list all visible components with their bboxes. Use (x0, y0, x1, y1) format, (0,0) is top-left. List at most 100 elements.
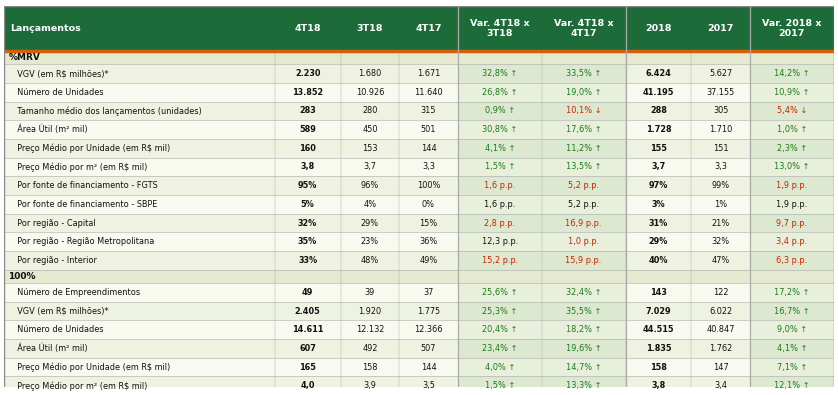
Text: Var. 2018 x
2017: Var. 2018 x 2017 (762, 19, 821, 38)
Bar (541, 283, 625, 302)
Bar (275, 302, 340, 320)
Bar (340, 251, 399, 270)
Text: 21%: 21% (711, 218, 730, 228)
Text: 492: 492 (362, 344, 378, 353)
Bar (340, 376, 399, 395)
Bar (458, 102, 541, 120)
Text: 2.405: 2.405 (295, 307, 320, 316)
Text: 12,1% ↑: 12,1% ↑ (774, 381, 810, 390)
Text: 39: 39 (365, 288, 375, 297)
Text: Tamanho médio dos lançamentos (unidades): Tamanho médio dos lançamentos (unidades) (13, 106, 202, 116)
Bar (458, 139, 541, 158)
Text: 3T18: 3T18 (357, 24, 383, 33)
Bar (750, 214, 834, 232)
Text: 288: 288 (650, 106, 667, 115)
Text: 13.852: 13.852 (292, 88, 323, 97)
Bar (458, 358, 541, 376)
Text: 1,0% ↑: 1,0% ↑ (777, 125, 807, 134)
Bar (340, 176, 399, 195)
Bar (458, 120, 541, 139)
Text: 10,1% ↓: 10,1% ↓ (566, 106, 602, 115)
Text: 12,3 p.p.: 12,3 p.p. (482, 237, 518, 246)
Bar (691, 83, 750, 102)
Bar (399, 195, 458, 214)
Text: 25,6% ↑: 25,6% ↑ (482, 288, 517, 297)
Bar (340, 195, 399, 214)
Text: 315: 315 (421, 106, 437, 115)
Text: 29%: 29% (649, 237, 668, 246)
Bar (458, 232, 541, 251)
Bar (458, 214, 541, 232)
Bar (340, 302, 399, 320)
Bar (4, 251, 275, 270)
Bar (4, 64, 275, 83)
Text: 6.424: 6.424 (645, 69, 671, 78)
Text: Lançamentos: Lançamentos (10, 24, 80, 33)
Text: 1,5% ↑: 1,5% ↑ (484, 381, 515, 390)
Bar (750, 139, 834, 158)
Text: 158: 158 (650, 363, 667, 372)
Text: 1.671: 1.671 (416, 69, 440, 78)
Text: Por região - Capital: Por região - Capital (13, 218, 96, 228)
Bar (275, 251, 340, 270)
Bar (625, 358, 691, 376)
Text: 36%: 36% (419, 237, 437, 246)
Bar (691, 64, 750, 83)
Text: 1.762: 1.762 (709, 344, 732, 353)
Text: 1,6 p.p.: 1,6 p.p. (484, 181, 515, 190)
Text: 1.728: 1.728 (645, 125, 671, 134)
Text: Área Útil (m² mil): Área Útil (m² mil) (13, 125, 88, 134)
Bar (340, 214, 399, 232)
Text: 1.920: 1.920 (359, 307, 381, 316)
Bar (4, 270, 834, 283)
Text: 47%: 47% (711, 256, 730, 265)
Text: 143: 143 (650, 288, 667, 297)
Text: 3,5: 3,5 (422, 381, 435, 390)
Text: 4T17: 4T17 (415, 24, 442, 33)
Bar (458, 251, 541, 270)
Text: 1.710: 1.710 (709, 125, 732, 134)
Bar (340, 358, 399, 376)
Text: 1,9 p.p.: 1,9 p.p. (776, 200, 808, 209)
Text: 17,6% ↑: 17,6% ↑ (566, 125, 602, 134)
Text: 15,2 p.p.: 15,2 p.p. (482, 256, 518, 265)
Bar (625, 376, 691, 395)
Bar (691, 302, 750, 320)
Bar (399, 83, 458, 102)
Text: 32,4% ↑: 32,4% ↑ (566, 288, 601, 297)
Bar (541, 376, 625, 395)
Bar (275, 320, 340, 339)
Text: 2018: 2018 (645, 24, 672, 33)
Text: 2,8 p.p.: 2,8 p.p. (484, 218, 515, 228)
Bar (691, 120, 750, 139)
Text: 33,5% ↑: 33,5% ↑ (566, 69, 601, 78)
Text: 160: 160 (299, 144, 316, 153)
Text: 0%: 0% (422, 200, 435, 209)
Bar (458, 376, 541, 395)
Text: 10,9% ↑: 10,9% ↑ (774, 88, 810, 97)
Bar (625, 64, 691, 83)
Text: 3,9: 3,9 (364, 381, 376, 390)
Bar (399, 358, 458, 376)
Bar (340, 339, 399, 358)
Bar (275, 358, 340, 376)
Text: 40%: 40% (649, 256, 668, 265)
Bar (275, 195, 340, 214)
Bar (691, 232, 750, 251)
Bar (275, 176, 340, 195)
Bar (691, 158, 750, 176)
Text: 35%: 35% (298, 237, 318, 246)
Bar (541, 339, 625, 358)
Bar (750, 83, 834, 102)
Text: 607: 607 (299, 344, 316, 353)
Bar (399, 339, 458, 358)
Bar (750, 320, 834, 339)
Text: 100%: 100% (8, 272, 36, 281)
Bar (4, 6, 834, 51)
Text: 144: 144 (421, 363, 437, 372)
Text: 283: 283 (299, 106, 316, 115)
Text: 3%: 3% (652, 200, 665, 209)
Text: 23%: 23% (361, 237, 379, 246)
Bar (625, 102, 691, 120)
Text: 1.680: 1.680 (358, 69, 381, 78)
